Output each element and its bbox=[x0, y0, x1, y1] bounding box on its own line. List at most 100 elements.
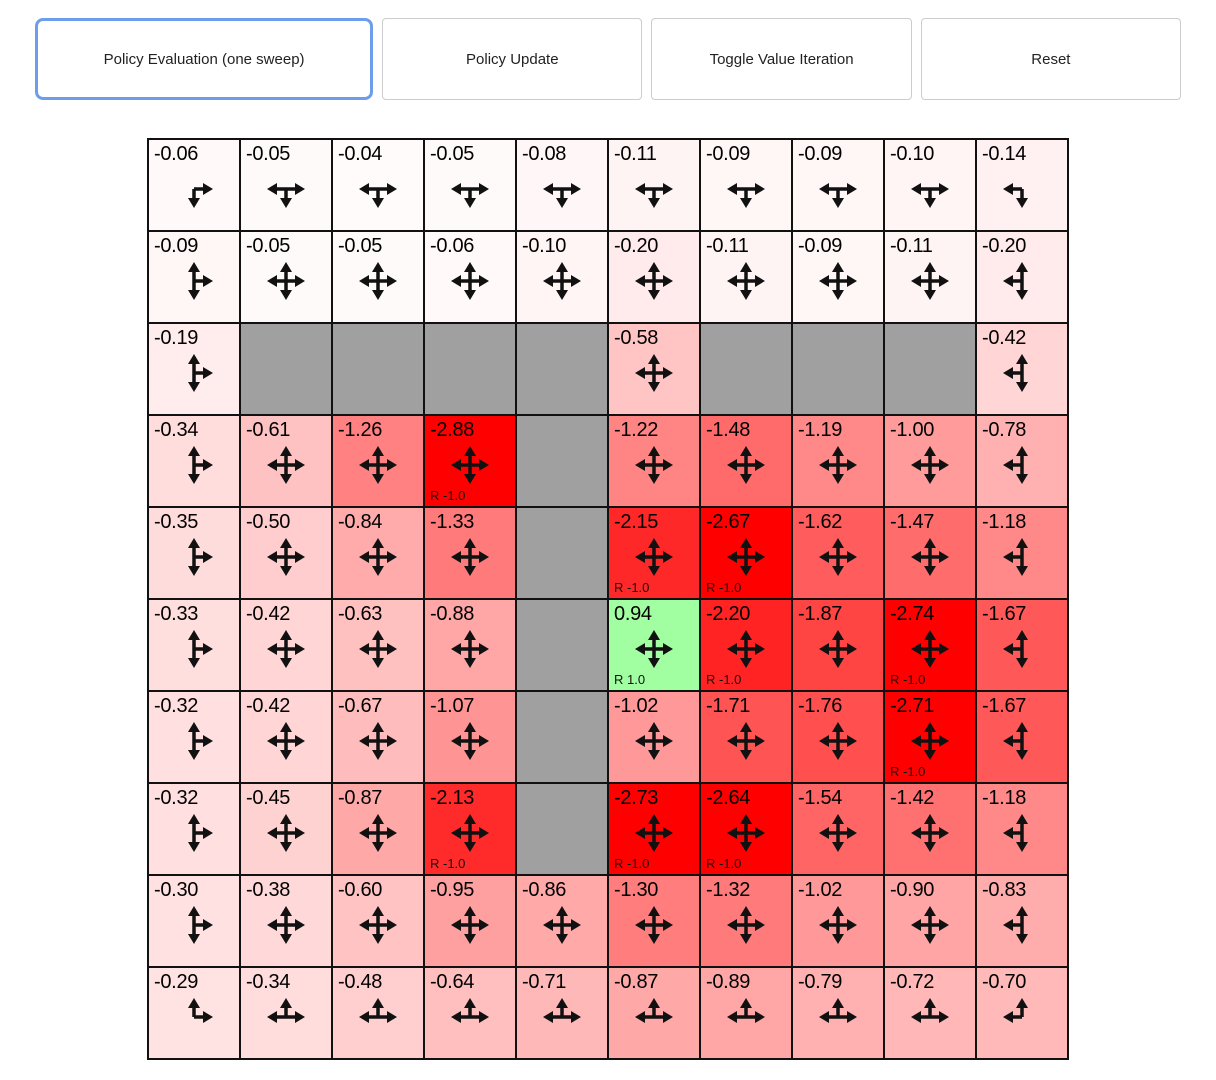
grid-cell[interactable]: -1.30 bbox=[608, 875, 700, 967]
grid-cell[interactable]: -2.15 R -1.0 bbox=[608, 507, 700, 599]
grid-cell[interactable]: -2.67 R -1.0 bbox=[700, 507, 792, 599]
policy-arrows-icon bbox=[727, 182, 765, 208]
grid-cell[interactable]: -1.67 bbox=[976, 691, 1068, 783]
grid-cell[interactable]: -1.67 bbox=[976, 599, 1068, 691]
grid-cell[interactable]: -0.79 bbox=[792, 967, 884, 1059]
grid-cell[interactable]: -0.42 bbox=[240, 691, 332, 783]
grid-cell[interactable]: -0.05 bbox=[240, 231, 332, 323]
grid-cell[interactable]: -0.90 bbox=[884, 875, 976, 967]
grid-cell[interactable]: -0.30 bbox=[148, 875, 240, 967]
grid-cell[interactable]: -0.33 bbox=[148, 599, 240, 691]
grid-cell[interactable]: -0.95 bbox=[424, 875, 516, 967]
grid-cell[interactable]: -0.63 bbox=[332, 599, 424, 691]
grid-cell[interactable]: -0.09 bbox=[792, 231, 884, 323]
grid-cell[interactable]: -1.33 bbox=[424, 507, 516, 599]
grid-cell[interactable]: -0.88 bbox=[424, 599, 516, 691]
grid-cell[interactable]: -0.05 bbox=[424, 139, 516, 231]
grid-cell[interactable]: -0.83 bbox=[976, 875, 1068, 967]
grid-cell[interactable]: -2.73 R -1.0 bbox=[608, 783, 700, 875]
toggle-value-iteration-button[interactable]: Toggle Value Iteration bbox=[651, 18, 912, 100]
grid-cell[interactable]: -1.22 bbox=[608, 415, 700, 507]
grid-cell[interactable]: -0.50 bbox=[240, 507, 332, 599]
grid-cell[interactable]: -0.45 bbox=[240, 783, 332, 875]
policy-arrows-icon bbox=[727, 997, 765, 1023]
grid-cell[interactable]: -0.71 bbox=[516, 967, 608, 1059]
grid-cell[interactable]: -2.88 R -1.0 bbox=[424, 415, 516, 507]
grid-cell[interactable]: -0.48 bbox=[332, 967, 424, 1059]
grid-cell[interactable]: -0.35 bbox=[148, 507, 240, 599]
grid-cell[interactable]: -1.02 bbox=[608, 691, 700, 783]
grid-cell[interactable]: -0.14 bbox=[976, 139, 1068, 231]
grid-cell[interactable]: -0.10 bbox=[516, 231, 608, 323]
grid-cell[interactable]: -2.74 R -1.0 bbox=[884, 599, 976, 691]
reset-button[interactable]: Reset bbox=[920, 18, 1181, 100]
grid-cell[interactable]: -0.11 bbox=[608, 139, 700, 231]
grid-cell[interactable]: -2.20 R -1.0 bbox=[700, 599, 792, 691]
grid-cell[interactable]: -0.67 bbox=[332, 691, 424, 783]
grid-cell[interactable]: -0.20 bbox=[608, 231, 700, 323]
grid-cell[interactable]: -2.71 R -1.0 bbox=[884, 691, 976, 783]
grid-cell[interactable]: -0.64 bbox=[424, 967, 516, 1059]
grid-cell[interactable]: -1.32 bbox=[700, 875, 792, 967]
grid-cell[interactable]: -0.08 bbox=[516, 139, 608, 231]
grid-cell[interactable]: -0.05 bbox=[240, 139, 332, 231]
grid-cell[interactable]: -1.54 bbox=[792, 783, 884, 875]
grid-cell[interactable]: -0.09 bbox=[700, 139, 792, 231]
grid-cell[interactable]: -1.87 bbox=[792, 599, 884, 691]
grid-cell[interactable]: -1.07 bbox=[424, 691, 516, 783]
policy-arrows-icon bbox=[359, 905, 397, 944]
grid-cell[interactable]: -2.64 R -1.0 bbox=[700, 783, 792, 875]
grid-cell[interactable]: -0.87 bbox=[608, 967, 700, 1059]
policy-arrows-icon bbox=[727, 261, 765, 300]
grid-cell[interactable]: -0.58 bbox=[608, 323, 700, 415]
policy-evaluation-button[interactable]: Policy Evaluation (one sweep) bbox=[35, 18, 374, 100]
grid-cell[interactable]: -1.02 bbox=[792, 875, 884, 967]
grid-cell[interactable]: -0.19 bbox=[148, 323, 240, 415]
grid-cell[interactable]: -1.62 bbox=[792, 507, 884, 599]
grid-cell[interactable]: -0.34 bbox=[148, 415, 240, 507]
grid-cell[interactable]: -1.48 bbox=[700, 415, 792, 507]
grid-cell[interactable]: -1.26 bbox=[332, 415, 424, 507]
policy-update-button[interactable]: Policy Update bbox=[382, 18, 643, 100]
grid-cell[interactable]: -0.09 bbox=[792, 139, 884, 231]
grid-cell[interactable]: -0.09 bbox=[148, 231, 240, 323]
grid-cell[interactable]: -0.38 bbox=[240, 875, 332, 967]
grid-cell[interactable]: -1.76 bbox=[792, 691, 884, 783]
cell-value: -0.64 bbox=[430, 971, 475, 993]
grid-cell[interactable]: -0.11 bbox=[700, 231, 792, 323]
grid-cell[interactable]: -1.71 bbox=[700, 691, 792, 783]
grid-cell[interactable]: -0.84 bbox=[332, 507, 424, 599]
grid-cell[interactable]: -0.29 bbox=[148, 967, 240, 1059]
grid-cell[interactable]: -0.70 bbox=[976, 967, 1068, 1059]
grid-cell[interactable]: -1.18 bbox=[976, 783, 1068, 875]
grid-cell[interactable]: -0.32 bbox=[148, 783, 240, 875]
grid-cell[interactable]: -0.06 bbox=[148, 139, 240, 231]
grid-cell[interactable]: -0.20 bbox=[976, 231, 1068, 323]
grid-cell[interactable]: -0.11 bbox=[884, 231, 976, 323]
cell-value: -0.20 bbox=[614, 235, 659, 257]
grid-cell[interactable]: -0.42 bbox=[976, 323, 1068, 415]
grid-cell[interactable]: -0.42 bbox=[240, 599, 332, 691]
grid-cell[interactable]: -0.60 bbox=[332, 875, 424, 967]
grid-cell[interactable]: -1.18 bbox=[976, 507, 1068, 599]
grid-cell[interactable]: -0.78 bbox=[976, 415, 1068, 507]
policy-arrows-icon bbox=[188, 445, 213, 484]
grid-cell[interactable]: -0.10 bbox=[884, 139, 976, 231]
grid-cell[interactable]: -0.04 bbox=[332, 139, 424, 231]
grid-cell[interactable]: -0.87 bbox=[332, 783, 424, 875]
grid-cell[interactable]: -1.19 bbox=[792, 415, 884, 507]
grid-cell[interactable]: -2.13 R -1.0 bbox=[424, 783, 516, 875]
grid-cell[interactable]: -0.05 bbox=[332, 231, 424, 323]
grid-cell[interactable]: -1.42 bbox=[884, 783, 976, 875]
grid-cell[interactable]: -1.00 bbox=[884, 415, 976, 507]
grid-cell[interactable]: -0.72 bbox=[884, 967, 976, 1059]
grid-cell[interactable]: -0.34 bbox=[240, 967, 332, 1059]
grid-cell[interactable]: -1.47 bbox=[884, 507, 976, 599]
cell-value: -0.09 bbox=[798, 235, 843, 257]
grid-cell[interactable]: -0.32 bbox=[148, 691, 240, 783]
grid-cell[interactable]: -0.89 bbox=[700, 967, 792, 1059]
grid-cell[interactable]: -0.86 bbox=[516, 875, 608, 967]
grid-cell[interactable]: -0.06 bbox=[424, 231, 516, 323]
grid-cell[interactable]: -0.61 bbox=[240, 415, 332, 507]
grid-cell[interactable]: 0.94 R 1.0 bbox=[608, 599, 700, 691]
